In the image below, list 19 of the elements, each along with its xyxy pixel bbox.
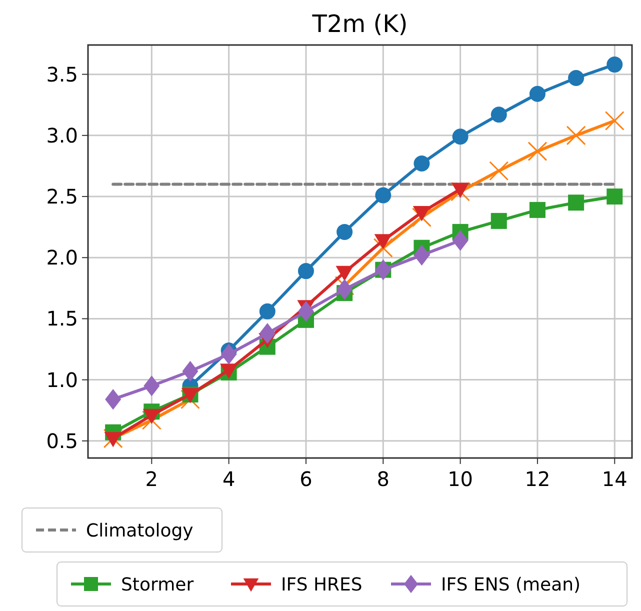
y-tick-label: 2.5 — [46, 184, 78, 209]
x-tick-label: 12 — [524, 467, 550, 491]
legend-label: Stormer — [121, 574, 194, 596]
x-tick-label: 14 — [602, 467, 628, 491]
legend-label: IFS ENS (mean) — [441, 574, 581, 596]
y-tick-label: 2.0 — [46, 246, 78, 270]
y-tick-label: 1.0 — [46, 368, 78, 392]
y-tick-label: 3.5 — [46, 62, 78, 86]
x-tick-label: 8 — [376, 467, 390, 491]
y-tick-label: 0.5 — [46, 428, 78, 453]
legend-label: Climatology — [86, 520, 194, 542]
chart-title: T2m (K) — [311, 10, 408, 38]
y-tick-label: 3.0 — [46, 123, 78, 148]
x-tick-label: 6 — [300, 467, 312, 491]
x-tick-label: 10 — [448, 467, 474, 491]
legend-label: IFS HRES — [281, 574, 362, 596]
x-tick-label: 4 — [222, 467, 236, 491]
y-tick-label: 1.5 — [46, 306, 78, 331]
x-tick-label: 2 — [145, 467, 158, 491]
